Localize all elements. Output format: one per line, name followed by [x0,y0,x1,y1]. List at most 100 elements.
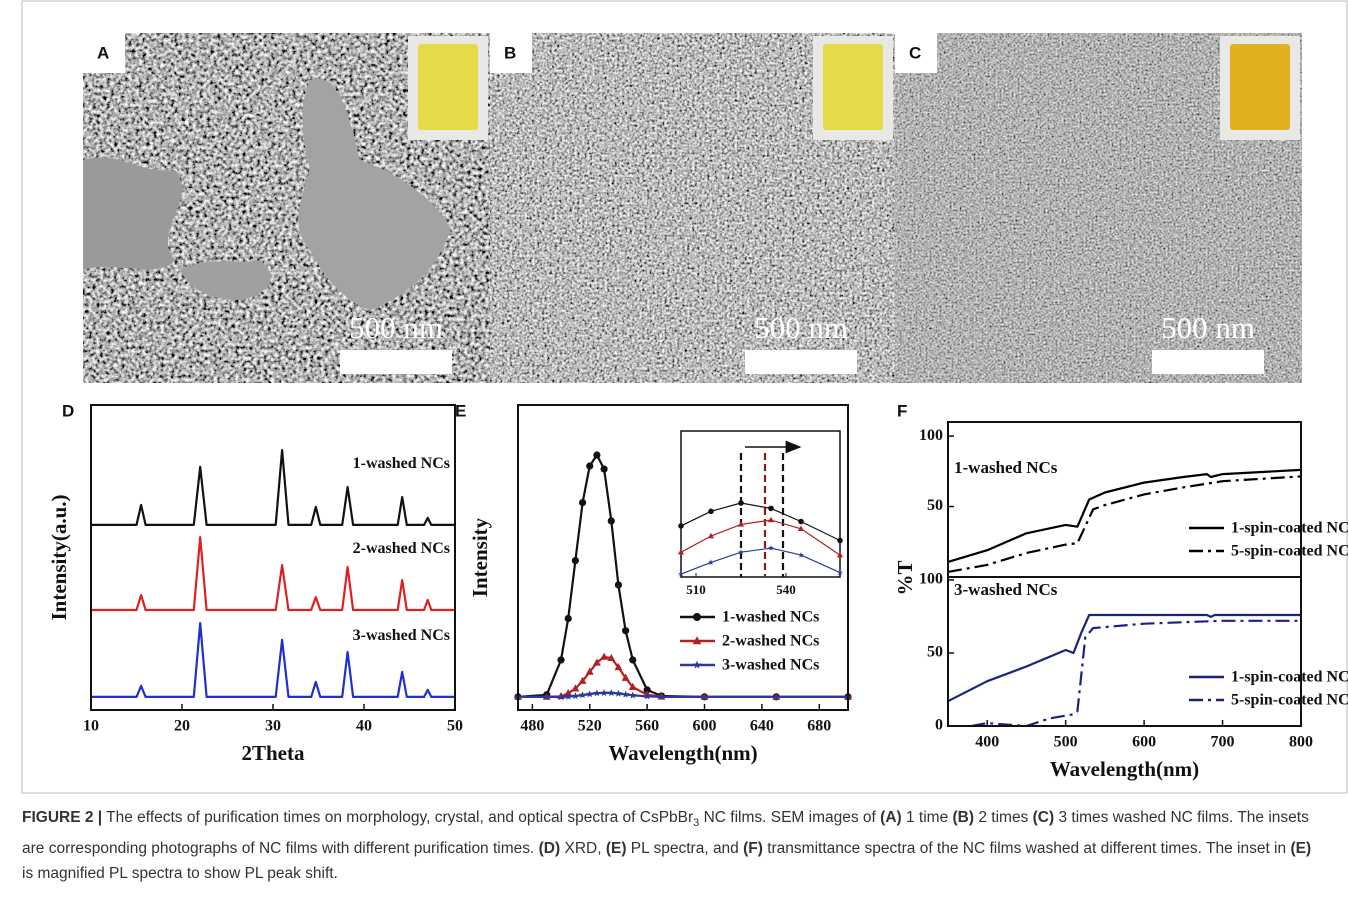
x-tick-label: 480 [520,718,544,735]
x-tick-label: 700 [1211,734,1235,751]
marker [622,627,630,635]
legend-label: 5-spin-coated NCs [1231,692,1348,709]
series-line [947,613,1301,703]
marker [738,549,744,555]
marker [643,692,651,700]
x-tick-label: 600 [693,718,717,735]
x-tick-label: 500 [1054,734,1078,751]
figure: A 500 nm B 500 nm C 500 nm D 10 20 30 40 50 2Theta I… [21,0,1348,794]
y-tick-label: 50 [927,644,943,661]
caption-text: (B) [952,809,975,826]
scale-bar-label: 500 nm [754,310,848,345]
plot-frame [90,404,456,711]
chart: D 10 20 30 40 50 2Theta Intensity(a.u.) 1-washed… [47,401,463,765]
panel-label: A [97,43,109,62]
series-line [680,519,841,556]
marker [614,581,623,589]
series-line [947,468,1302,563]
annotation: 1-washed NCs [954,458,1058,477]
marker [578,676,587,684]
marker [707,532,715,539]
inset-x-tick-label: 540 [776,582,796,597]
marker [621,673,630,681]
figure-frame [21,0,1348,794]
marker [607,689,615,697]
legend-label: 1-spin-coated NCs [1231,520,1348,537]
chart: 400 500 600 700 800 0 50 100 Wavelength(nm) 3-was… [919,571,1348,781]
marker [614,689,623,697]
caption-text: (A) [880,809,902,826]
caption-text: transmittance spectra of the NC films wa… [762,840,1291,858]
x-tick-label: 680 [807,718,831,735]
marker [678,523,684,529]
marker [629,691,637,699]
marker [600,689,608,697]
marker [607,653,616,662]
legend-label: 1-washed NCs [353,455,450,472]
marker [768,545,774,551]
caption-text: (E) [605,840,627,858]
y-tick-label: 50 [927,497,943,514]
y-axis-label: Intensity [468,517,492,597]
scale-bar-label: 500 nm [1161,310,1255,345]
film-photo [418,44,478,130]
legend-label: 3-washed NCs [722,657,819,674]
marker [586,462,594,470]
marker [767,516,775,523]
y-axis-label: Intensity(a.u.) [47,494,71,620]
legend-label: 5-spin-coated NCs [1231,543,1348,560]
marker [607,517,615,525]
x-tick-label: 40 [356,718,372,735]
film-photo [1230,44,1290,130]
marker [738,500,744,506]
marker [593,451,601,459]
legend-label: 1-washed NCs [722,609,819,626]
plot-frame [517,404,849,711]
marker [564,614,572,623]
legend-label: 1-spin-coated NCs [1231,669,1348,686]
series-line [680,547,841,575]
caption-text: XRD, [560,840,606,858]
caption-text: 2 times [974,809,1033,826]
marker [837,537,843,544]
marker [578,691,587,699]
inset-frame [680,430,841,578]
marker [592,658,601,666]
marker [571,692,580,700]
caption-text: (C) [1032,809,1055,826]
caption: FIGURE 2 | The effects of purification t… [22,805,1322,886]
panel-label: E [455,401,466,420]
x-tick-label: 30 [265,718,281,735]
caption-text: FIGURE 2 | [22,809,103,826]
x-tick-label: 400 [975,734,999,751]
series-line [91,536,455,612]
annotation: 3-washed NCs [954,580,1058,599]
label-box [83,33,125,73]
marker [657,692,666,701]
substrate-region [180,260,271,300]
x-tick-label: 50 [447,718,463,735]
x-axis-label: Wavelength(nm) [1050,757,1199,781]
marker [600,465,608,473]
marker [836,551,844,558]
marker [593,689,601,697]
caption-text: (F) [743,840,763,858]
caption-text: NC films. SEM images of [699,809,881,826]
caption-text: The effects of purification times on mor… [102,809,694,826]
x-tick-label: 600 [1132,734,1156,751]
marker [600,652,609,660]
marker [557,656,565,664]
x-tick-label: 520 [578,718,602,735]
caption-text: PL spectra, and [626,840,744,858]
scale-bar [1152,350,1264,374]
x-tick-label: 20 [174,718,190,735]
x-tick-label: 800 [1289,734,1313,751]
marker [585,667,594,675]
marker [708,559,714,565]
marker [542,692,551,701]
series-line [947,475,1302,573]
marker [737,521,745,527]
series-line [91,622,455,698]
